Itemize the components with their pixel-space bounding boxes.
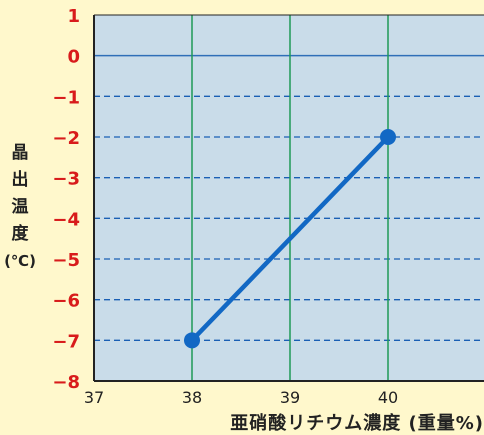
data-point-0-0 bbox=[184, 332, 200, 349]
y-label-unit: (℃) bbox=[4, 252, 36, 270]
y-label-char-3: 温 bbox=[12, 197, 29, 217]
x-axis-title: 亜硝酸リチウム濃度 (重量%) bbox=[230, 412, 484, 434]
y-tick-label: −4 bbox=[52, 209, 80, 230]
series-layer bbox=[184, 129, 396, 349]
x-tick-label: 37 bbox=[84, 388, 104, 407]
grid-layer bbox=[94, 15, 484, 381]
series-line-0 bbox=[189, 134, 391, 343]
y-tick-label: −3 bbox=[52, 169, 80, 190]
y-label-char-4: 度 bbox=[12, 223, 30, 244]
x-tick-label: 39 bbox=[280, 388, 300, 407]
y-tick-label: 0 bbox=[67, 47, 80, 68]
y-tick-label: −6 bbox=[52, 291, 80, 312]
y-axis-title: 晶 出 温 度 (℃) bbox=[4, 143, 36, 270]
data-point-0-1 bbox=[380, 129, 396, 146]
y-tick-labels: 1 0 −1 −2 −3 −4 −5 −6 −7 −8 bbox=[52, 6, 80, 393]
y-tick-label: −7 bbox=[52, 331, 80, 352]
y-tick-label: −8 bbox=[52, 372, 80, 393]
x-tick-labels: 37 38 39 40 bbox=[84, 388, 398, 407]
y-tick-label: −5 bbox=[52, 250, 80, 271]
x-tick-label: 40 bbox=[378, 388, 398, 407]
y-tick-label: −2 bbox=[52, 128, 80, 149]
plot-area bbox=[94, 15, 484, 381]
y-label-char-1: 晶 bbox=[12, 143, 29, 163]
x-tick-label: 38 bbox=[182, 388, 202, 407]
y-tick-label: 1 bbox=[67, 6, 80, 27]
y-tick-label: −1 bbox=[52, 87, 80, 108]
y-label-char-2: 出 bbox=[12, 169, 29, 190]
